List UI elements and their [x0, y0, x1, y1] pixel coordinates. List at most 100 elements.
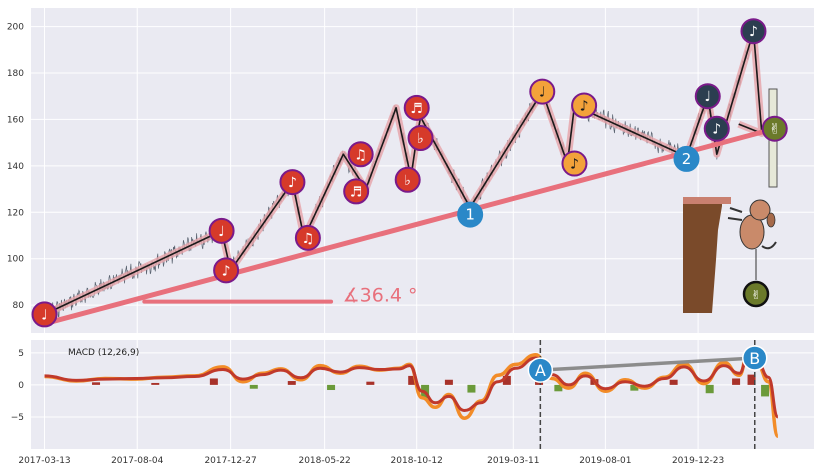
price-marker: ♪ — [740, 18, 767, 45]
divergence-marker: A — [527, 357, 554, 383]
price-marker-glyph: 2 — [682, 150, 692, 168]
price-marker-circle — [403, 94, 430, 121]
macd-y-tick-label: 5 — [18, 349, 24, 359]
signal-line — [44, 353, 780, 419]
price-marker: ♫ — [294, 224, 321, 251]
dog-icon — [727, 199, 777, 280]
macd-y-tick-label: 0 — [18, 381, 24, 391]
price-marker: ♪ — [571, 92, 598, 119]
histogram-bar — [327, 384, 336, 391]
price-marker-glyph: ♩ — [539, 85, 546, 101]
price-marker-circle — [703, 115, 730, 142]
histogram-bar — [408, 375, 417, 385]
price-marker-circle — [529, 78, 556, 105]
price-marker-circle — [571, 92, 598, 119]
histogram-bar — [554, 384, 563, 392]
price-panel: 80 100 120 140 160 180 200 ∡36.4 ° ♩ ♩ ♪ ♪ ♫ ♫ ♬ ♬ ♭ ♭ 1… — [7, 8, 814, 333]
divergence-marker-label: A — [535, 361, 546, 380]
price-marker-circle — [740, 18, 767, 45]
histogram-bar — [209, 378, 218, 385]
price-marker-circle — [31, 301, 58, 328]
histogram-bar — [444, 379, 453, 385]
price-marker: ♩ — [529, 78, 556, 105]
price-marker-circle — [694, 83, 721, 110]
x-tick-label: 2017-03-13 — [18, 456, 70, 466]
price-marker: ♭ — [394, 166, 421, 193]
price-marker-circle — [407, 125, 434, 151]
price-markers: ♩ ♩ ♪ ♪ ♫ ♫ ♬ ♬ ♭ ♭ 1 ♩ ♪ ♪ 2 ♩ ♪ ♪ ✌ — [31, 18, 788, 328]
x-tick-label: 2019-08-01 — [579, 456, 631, 466]
price-marker: ♩ — [694, 83, 721, 110]
x-tick-label: 2019-03-11 — [487, 456, 539, 466]
price-marker-circle — [561, 150, 588, 177]
x-tick-label: 2017-12-27 — [204, 456, 256, 466]
price-marker: ♪ — [279, 169, 306, 196]
price-marker: 2 — [673, 145, 700, 172]
price-marker-glyph: ♪ — [288, 175, 297, 191]
histogram-bar — [467, 384, 476, 393]
macd-title: MACD (12,26,9) — [68, 348, 139, 358]
macd-y-tick-label: −5 — [11, 413, 24, 423]
price-marker-glyph: ♬ — [410, 101, 423, 117]
price-marker-glyph: ♭ — [404, 173, 411, 189]
histogram-bar — [502, 375, 511, 385]
price-marker-glyph: ♭ — [417, 131, 424, 147]
price-marker-glyph: ♩ — [218, 224, 225, 240]
price-marker-circle — [294, 224, 321, 251]
price-marker-glyph: ♫ — [302, 231, 315, 247]
histogram-bar — [92, 382, 101, 385]
price-marker-circle — [673, 145, 700, 172]
price-marker-circle — [208, 217, 235, 244]
price-marker: ♪ — [561, 150, 588, 177]
macd-panel: 50−5 AB MACD (12,26,9) — [11, 340, 814, 449]
price-y-tick-label: 180 — [7, 69, 24, 79]
price-marker-circle — [279, 169, 306, 196]
price-marker: ♬ — [403, 94, 430, 121]
histogram-bar — [366, 381, 375, 385]
price-marker-circle — [394, 166, 421, 193]
price-y-tick-label: 160 — [7, 115, 24, 125]
price-marker-circle — [213, 257, 240, 284]
histogram-bar — [732, 378, 741, 385]
price-y-tick-label: 140 — [7, 162, 24, 172]
histogram-bar — [287, 381, 296, 385]
divergence-marker-circle — [742, 345, 768, 371]
histogram-bar — [761, 384, 770, 397]
x-tick-labels: 2017-03-13 2017-08-04 2017-12-27 2018-05-22… — [18, 456, 724, 466]
divergence-markers: AB — [527, 345, 768, 383]
falling-marker: ✌ — [742, 280, 770, 308]
price-marker-glyph: ♫ — [354, 147, 367, 163]
histogram-bar — [630, 384, 639, 391]
price-y-tick-label: 80 — [13, 301, 25, 311]
price-marker-circle — [343, 178, 370, 205]
price-marker: ♪ — [703, 115, 730, 142]
x-tick-label: 2018-10-12 — [391, 456, 443, 466]
price-marker: 1 — [457, 201, 484, 228]
price-marker-glyph: ✌ — [769, 122, 781, 138]
macd-y-tick-labels: 5 0 −5 — [11, 349, 25, 423]
cliff-top — [683, 197, 731, 204]
histogram-bar — [249, 384, 258, 389]
price-marker-glyph: ♬ — [350, 184, 363, 200]
price-marker-circle — [347, 141, 374, 168]
x-tick-label: 2018-05-22 — [298, 456, 350, 466]
price-marker: ♫ — [347, 141, 374, 168]
price-marker-glyph: ♩ — [704, 89, 711, 105]
histogram-bar — [669, 379, 678, 385]
price-y-tick-labels: 80 100 120 140 160 180 200 — [7, 23, 24, 312]
price-y-tick-label: 200 — [7, 23, 24, 33]
svg-text:✌: ✌ — [751, 288, 761, 302]
price-marker-glyph: ♪ — [580, 99, 589, 115]
histogram-bar — [747, 374, 756, 385]
price-marker-circle — [457, 201, 484, 228]
price-marker-glyph: ♩ — [41, 307, 48, 323]
histogram-bar — [705, 384, 714, 394]
price-marker: ✌ — [761, 115, 788, 142]
price-marker-circle — [761, 115, 788, 142]
divergence-marker-label: B — [749, 349, 760, 368]
price-marker: ♭ — [407, 125, 434, 151]
price-marker-glyph: ♪ — [712, 122, 721, 138]
price-marker-glyph: ♪ — [749, 24, 758, 40]
x-tick-label: 2019-12-23 — [672, 456, 724, 466]
